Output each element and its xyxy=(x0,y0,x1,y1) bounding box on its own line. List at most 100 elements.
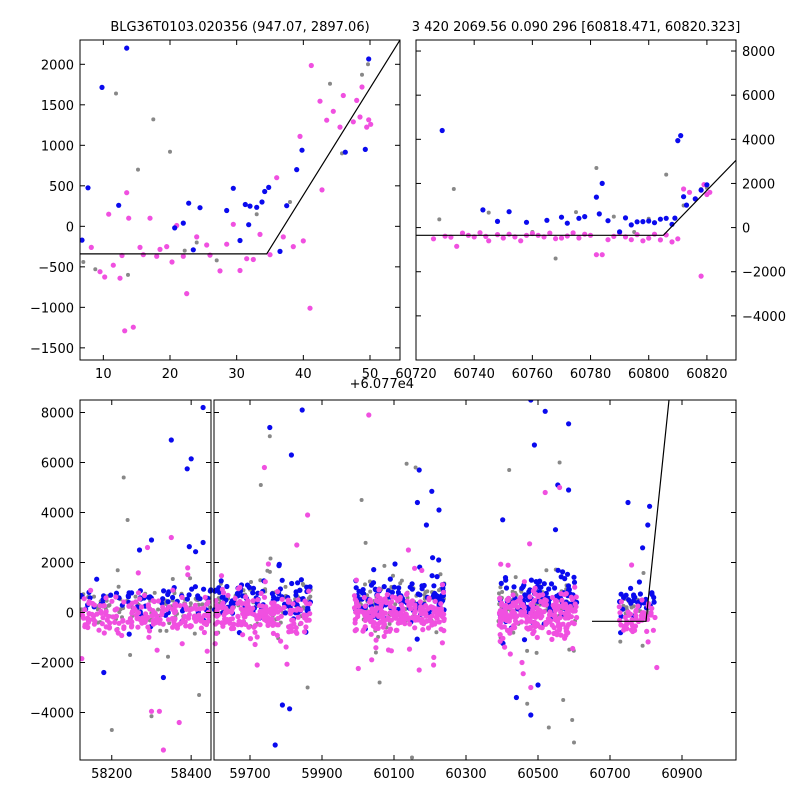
pink-data-point xyxy=(531,613,537,620)
gray-data-point xyxy=(486,210,491,215)
pink-data-point xyxy=(252,623,258,629)
pink-data-point xyxy=(198,616,205,622)
blue-data-point xyxy=(186,592,192,598)
pink-data-point xyxy=(113,594,119,600)
pink-outlier-point xyxy=(431,662,437,668)
blue-data-point xyxy=(672,215,678,221)
pink-data-point xyxy=(368,631,374,637)
pink-data-point xyxy=(429,621,435,628)
pink-data-point xyxy=(155,598,162,604)
blue-data-point xyxy=(630,598,637,604)
pink-data-point xyxy=(558,235,565,241)
pink-data-point xyxy=(100,615,106,621)
gray-data-point xyxy=(437,217,442,222)
x-tick-label: 60300 xyxy=(445,767,486,782)
pink-data-point xyxy=(164,244,170,250)
gray-data-point xyxy=(168,149,172,154)
pink-data-point xyxy=(527,541,533,547)
gray-outlier-point xyxy=(507,468,512,472)
pink-data-point xyxy=(110,262,116,268)
pink-data-point xyxy=(369,657,375,663)
pink-data-point xyxy=(521,579,528,585)
pink-data-point xyxy=(635,603,641,609)
pink-data-point xyxy=(107,620,113,626)
pink-data-point xyxy=(259,603,265,609)
gray-data-point xyxy=(624,605,629,610)
blue-data-point xyxy=(99,84,105,90)
gray-data-point xyxy=(640,643,645,648)
blue-data-point xyxy=(170,594,176,601)
blue-outlier-point xyxy=(160,674,166,681)
pink-data-point xyxy=(439,582,446,588)
pink-data-point xyxy=(369,606,375,612)
blue-data-point xyxy=(520,584,526,590)
blue-data-point xyxy=(421,582,427,589)
pink-data-point xyxy=(204,601,210,607)
pink-data-point xyxy=(611,233,617,239)
pink-data-point xyxy=(503,602,509,609)
pink-outlier-point xyxy=(156,708,162,714)
plot-area xyxy=(80,400,670,760)
pink-data-point xyxy=(373,597,379,604)
blue-outlier-point xyxy=(200,404,206,411)
pink-data-point xyxy=(373,606,380,612)
pink-data-point xyxy=(420,611,426,617)
pink-data-point xyxy=(91,621,97,627)
blue-data-point xyxy=(439,127,445,134)
pink-data-point xyxy=(279,596,285,602)
blue-data-point xyxy=(246,222,252,228)
pink-data-point xyxy=(650,627,657,633)
blue-data-point xyxy=(511,584,517,590)
gray-data-point xyxy=(136,167,140,172)
blue-data-point xyxy=(294,167,300,173)
pink-data-point xyxy=(298,607,304,613)
pink-data-point xyxy=(135,570,141,576)
blue-data-point xyxy=(571,579,578,586)
blue-outlier-point xyxy=(299,407,305,413)
gray-data-point xyxy=(363,582,367,587)
gray-data-point xyxy=(611,214,616,219)
pink-data-point xyxy=(404,591,410,597)
pink-data-point xyxy=(439,609,445,615)
gray-data-point xyxy=(268,556,273,561)
blue-data-point xyxy=(552,585,558,591)
gray-outlier-point xyxy=(570,718,575,722)
pink-data-point xyxy=(81,596,87,602)
pink-data-point xyxy=(553,236,559,242)
blue-outlier-point xyxy=(531,442,538,448)
gray-data-point xyxy=(434,630,439,635)
pink-data-point xyxy=(286,624,292,630)
blue-data-point xyxy=(277,248,283,254)
pink-data-point xyxy=(483,233,489,239)
plot-area xyxy=(416,127,736,279)
pink-data-point xyxy=(376,587,382,593)
pink-data-point xyxy=(352,620,358,626)
pink-data-point xyxy=(337,124,343,130)
gray-data-point xyxy=(170,577,175,581)
blue-data-point xyxy=(371,567,377,573)
pink-data-point xyxy=(518,619,525,625)
pink-data-point xyxy=(593,252,600,258)
pink-data-point xyxy=(572,601,578,607)
blue-outlier-point xyxy=(528,400,534,403)
gray-data-point xyxy=(126,272,130,277)
pink-data-point xyxy=(618,622,624,628)
blue-data-point xyxy=(279,577,285,583)
gray-outlier-point xyxy=(557,460,562,465)
pink-data-point xyxy=(686,189,693,195)
gray-data-point xyxy=(308,594,313,599)
gray-data-point xyxy=(498,585,503,590)
pink-data-point xyxy=(565,614,572,620)
blue-data-point xyxy=(651,594,657,601)
y-tick-label: 0 xyxy=(66,607,74,622)
blue-data-point xyxy=(618,591,624,597)
pink-data-point xyxy=(307,601,313,607)
pink-data-point xyxy=(419,616,425,623)
gray-data-point xyxy=(164,628,169,633)
pink-data-point xyxy=(380,612,386,618)
pink-data-point xyxy=(237,267,243,274)
pink-outlier-point xyxy=(160,747,166,753)
blue-data-point xyxy=(195,595,201,601)
blue-data-point xyxy=(523,593,529,599)
pink-data-point xyxy=(420,627,426,633)
